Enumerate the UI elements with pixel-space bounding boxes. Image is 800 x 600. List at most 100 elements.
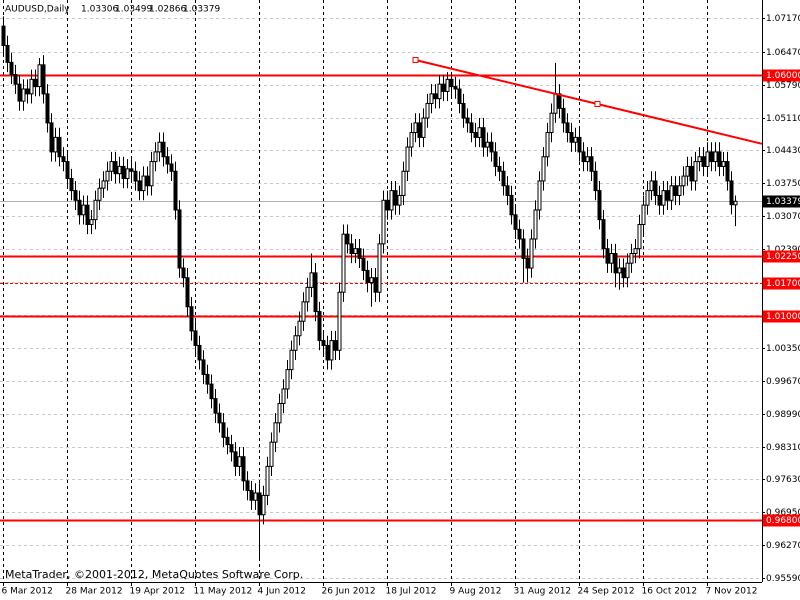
candle-body (197, 344, 202, 361)
candle-body (357, 248, 362, 259)
candle-body (521, 238, 526, 259)
level-label: 1.01700 (766, 279, 800, 289)
candle-body (501, 170, 506, 187)
candle-body (269, 441, 274, 467)
level-label-box (763, 514, 800, 527)
candle-body (517, 228, 522, 240)
candle-body (345, 233, 350, 245)
candle-body (309, 272, 314, 288)
candle-body (685, 165, 690, 177)
candle-body (169, 163, 174, 172)
candle-body (281, 388, 286, 404)
candle-body (141, 175, 146, 192)
candle-body (537, 180, 542, 211)
candle-body (605, 248, 610, 264)
candle-body (317, 311, 322, 342)
candle-body (421, 117, 426, 138)
candle-body (17, 83, 22, 102)
candle-body (525, 257, 530, 269)
candle-body (713, 151, 718, 163)
y-tick-label: 0.96270 (766, 541, 800, 551)
candle-body (565, 122, 570, 134)
candle-body (533, 209, 538, 240)
candle-body (529, 238, 534, 269)
y-tick-label: 1.00350 (766, 344, 800, 354)
overlay (412, 56, 763, 145)
candle-body (717, 151, 722, 167)
y-tick-label: 0.98310 (766, 443, 800, 453)
candle-body (185, 277, 190, 308)
candle-body (301, 301, 306, 322)
candle-body (705, 151, 710, 167)
candle-body (585, 156, 590, 163)
level-label-box (763, 277, 800, 290)
candle-body (77, 199, 82, 216)
candle-body (221, 422, 226, 438)
candle-body (389, 190, 394, 211)
candle-body (241, 456, 246, 482)
x-tick-label: 9 Aug 2012 (450, 587, 502, 597)
x-tick-label: 26 Jun 2012 (322, 587, 376, 597)
candle-body (497, 165, 502, 172)
candle-body (69, 178, 74, 192)
candle-body (173, 170, 178, 211)
candle-body (217, 412, 222, 424)
y-tick-label: 0.95590 (766, 574, 800, 584)
candle-body (593, 170, 598, 192)
candle-body (597, 190, 602, 221)
candle-body (65, 161, 70, 180)
y-tick-label: 1.03070 (766, 212, 800, 222)
candle-body (725, 161, 730, 182)
candle-body (33, 78, 38, 88)
candle-body (321, 340, 326, 346)
candle-body (41, 64, 46, 95)
candle-body (661, 190, 666, 206)
candle-body (729, 180, 734, 206)
candle-body (441, 83, 446, 92)
candle-body (121, 165, 126, 180)
candle-body (545, 132, 550, 158)
candle-body (125, 168, 130, 180)
candle-body (449, 78, 454, 88)
candle-body (581, 151, 586, 163)
candle-body (461, 103, 466, 119)
candle-body (265, 465, 270, 496)
candle-body (329, 340, 334, 361)
candle-body (641, 204, 646, 225)
candle-body (513, 214, 518, 230)
candle-body (405, 146, 410, 172)
candle-body (457, 88, 462, 105)
candle-body (229, 444, 234, 453)
y-tick-label: 0.97630 (766, 475, 800, 485)
candle-body (637, 223, 642, 250)
current-price-label: 1.03379 (766, 197, 800, 207)
candle-body (225, 436, 230, 446)
candle-body (157, 141, 162, 153)
candle-body (541, 156, 546, 182)
candle-body (401, 170, 406, 196)
candle-body (469, 122, 474, 134)
candle-body (473, 132, 478, 138)
candle-body (97, 187, 102, 201)
candle-body (233, 451, 238, 467)
candle-body (561, 107, 566, 124)
candle-body (701, 156, 706, 167)
candle-body (297, 320, 302, 337)
current-price-box (763, 195, 800, 208)
candle-body (709, 151, 714, 163)
candle-body (697, 156, 702, 163)
candle-body (669, 185, 674, 201)
x-tick-label: 11 May 2012 (194, 587, 253, 597)
candle-body (205, 373, 210, 385)
candle-body (117, 165, 122, 175)
candle-body (673, 185, 678, 196)
y-tick-label: 1.04430 (766, 146, 800, 156)
candle-body (509, 194, 514, 216)
candle-body (201, 359, 206, 375)
candle-body (665, 190, 670, 201)
candle-body (81, 204, 86, 216)
candle-body (349, 243, 354, 255)
candle-body (601, 219, 606, 250)
candle-body (109, 161, 114, 172)
